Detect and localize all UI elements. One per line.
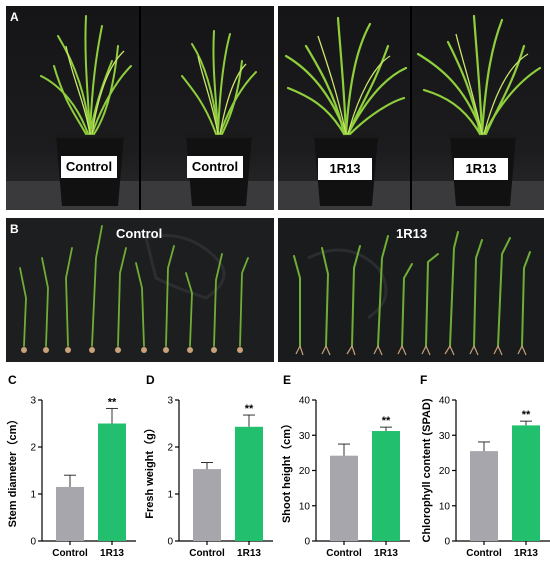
seedlings-illustration [278, 218, 544, 362]
panel-letter-d: D [146, 373, 155, 387]
y-axis-label: Chlorophyll content (SPAD) [421, 398, 433, 542]
bar-control [193, 469, 221, 541]
y-tick-label: 3 [30, 396, 36, 407]
photo-a-control-left: Control Control [6, 6, 274, 210]
chart-c: C Stem diameter（cm） 0 1 2 3 Control ** 1R13 [6, 373, 136, 559]
chart-e: E Shoot height（cm） 0 10 20 30 40 Control ** 1R13 [280, 373, 410, 559]
significance-mark: ** [522, 409, 531, 421]
significance-mark: ** [382, 415, 391, 427]
y-tick-label: 1 [167, 490, 173, 501]
y-tick-label: 30 [299, 431, 311, 442]
x-tick-label: Control [52, 548, 88, 559]
x-tick-label: Control [189, 548, 225, 559]
panel-letter-c: C [8, 373, 17, 387]
y-tick-label: 20 [299, 466, 311, 477]
y-tick-label: 2 [30, 443, 36, 454]
y-tick-label: 3 [167, 396, 173, 407]
x-tick-label: 1R13 [100, 548, 124, 559]
y-axis-label: Fresh weight（g） [143, 422, 156, 519]
photo-b-label-control: Control [116, 226, 163, 241]
seedlings-illustration [6, 218, 274, 362]
x-tick-label: 1R13 [374, 548, 398, 559]
photo-a-1r13: 1R13 1R13 [278, 6, 544, 210]
y-axis-label: Shoot height（cm） [280, 418, 293, 523]
chart-f: F Chlorophyll content (SPAD) 0 10 20 30 40 Cont… [420, 373, 550, 559]
y-tick-label: 20 [439, 466, 451, 477]
photo-b-control: Control [6, 218, 274, 362]
y-tick-label: 2 [167, 443, 173, 454]
photo-a-label-4: 1R13 [454, 158, 508, 180]
photo-a-label-1: Control [61, 156, 117, 178]
x-tick-label: Control [466, 548, 502, 559]
bar-1r13 [235, 426, 263, 541]
plant-pot-illustration [6, 6, 274, 210]
panel-letter-f: F [420, 373, 427, 387]
y-axis-label: Stem diameter（cm） [6, 414, 19, 528]
x-tick-label: Control [326, 548, 362, 559]
x-tick-label: 1R13 [237, 548, 261, 559]
panel-letter-e: E [283, 373, 291, 387]
significance-mark: ** [108, 396, 117, 408]
y-tick-label: 0 [30, 537, 36, 548]
significance-mark: ** [245, 403, 254, 415]
panel-a-letter: A [10, 10, 19, 24]
photo-a-label-3: 1R13 [318, 158, 372, 180]
chart-d: D Fresh weight（g） 0 1 2 3 Control ** 1R13 [143, 373, 273, 559]
y-tick-label: 1 [30, 490, 36, 501]
y-tick-label: 0 [304, 537, 310, 548]
x-tick-label: 1R13 [514, 548, 538, 559]
panel-b-letter: B [10, 222, 19, 236]
photo-b-1r13: 1R13 [278, 218, 544, 362]
y-tick-label: 0 [167, 537, 173, 548]
bar-1r13 [512, 425, 540, 541]
bar-control [56, 486, 84, 541]
bar-charts: C Stem diameter（cm） 0 1 2 3 Control ** 1R13 D Fres… [6, 373, 550, 559]
y-tick-label: 40 [439, 396, 451, 407]
bar-1r13 [98, 423, 126, 541]
y-tick-label: 10 [299, 501, 311, 512]
bar-control [330, 455, 358, 541]
bar-control [470, 451, 498, 541]
photo-a-label-2: Control [187, 156, 243, 178]
y-tick-label: 40 [299, 396, 311, 407]
photo-b-label-1r13: 1R13 [396, 226, 428, 241]
y-tick-label: 30 [439, 431, 451, 442]
y-tick-label: 0 [444, 537, 450, 548]
bar-1r13 [372, 431, 400, 541]
y-tick-label: 10 [439, 501, 451, 512]
